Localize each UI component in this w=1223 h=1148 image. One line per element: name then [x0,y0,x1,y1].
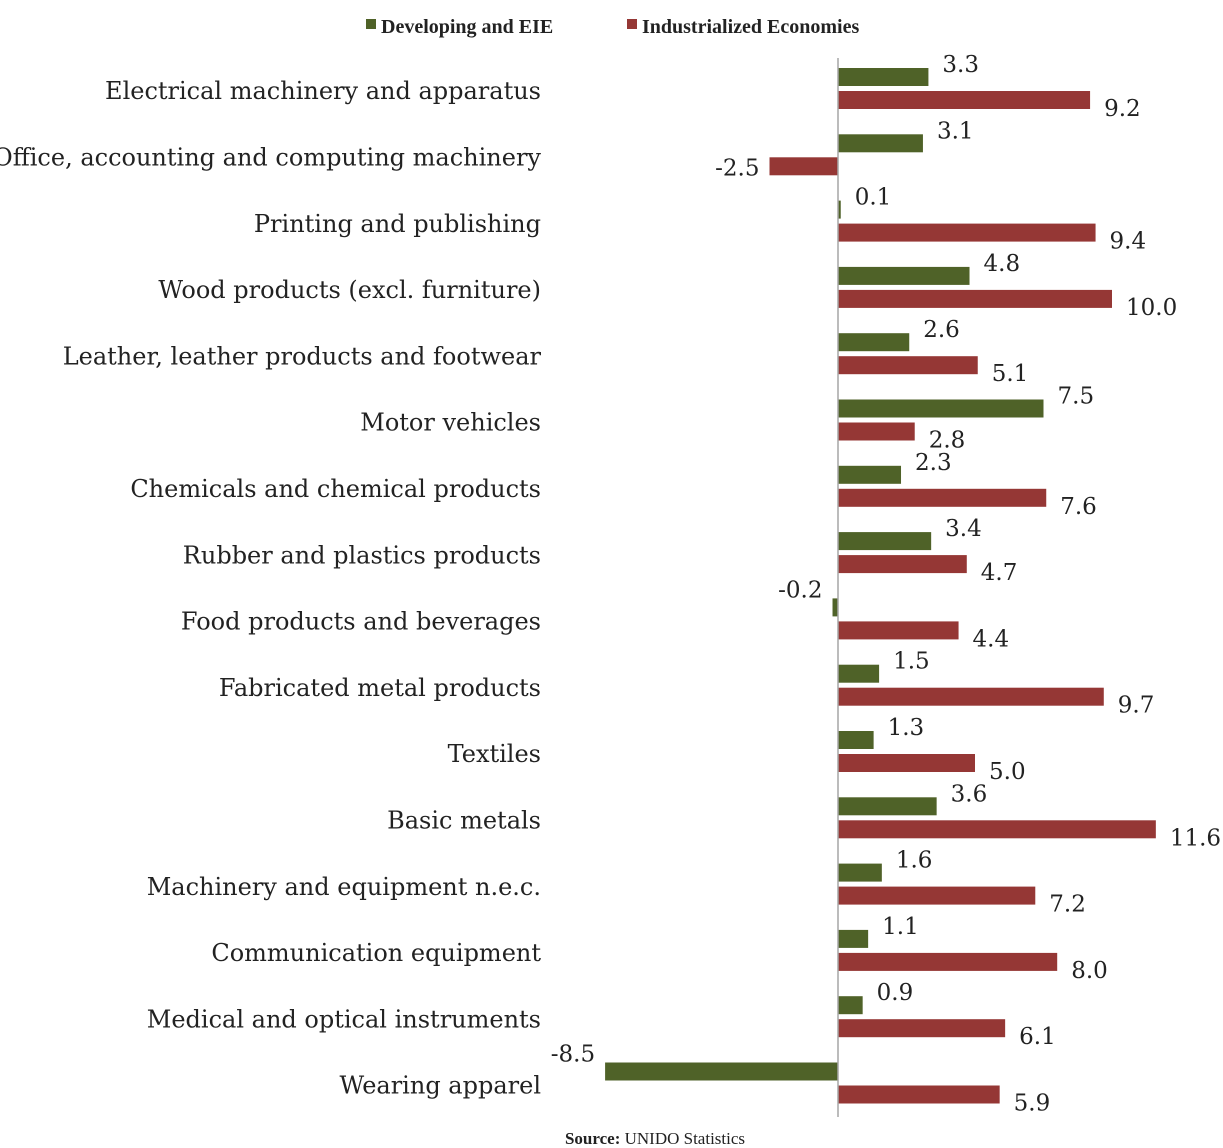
bar-developing [838,532,932,551]
data-label: 5.1 [992,361,1029,387]
bar-developing [838,333,910,352]
bar-developing [838,134,923,153]
bar-industrialized [838,886,1036,905]
bar-industrialized [769,157,838,176]
data-label: 10.0 [1126,295,1177,321]
data-label: 9.2 [1104,96,1141,122]
category-label: Fabricated metal products [219,674,541,702]
data-label: 7.2 [1049,892,1086,918]
bar-developing [838,465,902,484]
data-label: -8.5 [551,1042,595,1068]
bar-developing [838,797,937,816]
legend: Developing and EIE Industrialized Econom… [366,16,859,38]
bar-developing [838,996,863,1015]
bar-industrialized [838,754,975,772]
category-label: Wearing apparel [339,1072,541,1100]
data-label: 1.6 [896,848,933,874]
legend-swatch-developing [366,19,376,29]
bar-industrialized [838,621,959,640]
category-label: Office, accounting and computing machine… [0,143,541,171]
bar-industrialized [838,91,1091,109]
data-label: 7.5 [1058,384,1095,410]
bar-developing [838,863,882,882]
source-prefix: Source: [565,1129,625,1148]
category-label: Food products and beverages [181,608,541,636]
category-label: Chemicals and chemical products [130,475,541,503]
category-label: Medical and optical instruments [147,1005,541,1033]
data-label: 2.6 [923,317,960,343]
data-label: 3.1 [937,118,974,144]
bar-industrialized [838,223,1096,242]
category-label: Electrical machinery and apparatus [105,77,541,105]
data-label: 1.1 [882,914,919,940]
category-label: Machinery and equipment n.e.c. [147,873,541,901]
category-label: Motor vehicles [360,409,541,437]
bar-developing [838,399,1044,418]
bar-industrialized [838,488,1047,507]
data-label: 0.9 [877,980,914,1006]
data-label: 5.9 [1014,1091,1051,1117]
bar-developing [832,598,838,617]
bar-industrialized [838,356,978,375]
legend-swatch-industrialized [627,19,637,29]
data-label: 3.3 [942,52,979,78]
category-label: Basic metals [387,806,541,834]
data-label: -0.2 [778,577,822,603]
bar-developing [838,200,841,219]
bar-industrialized [838,289,1112,308]
data-label: 1.5 [893,649,930,675]
legend-label-developing: Developing and EIE [381,16,553,38]
legend-label-industrialized: Industrialized Economies [642,16,859,38]
category-label: Communication equipment [211,939,541,967]
data-label: 6.1 [1019,1024,1056,1050]
bar-industrialized [838,1019,1006,1038]
bar-developing [838,664,880,683]
data-label: 1.3 [888,715,925,741]
plot-area: Electrical machinery and apparatus 3.3 9.2… [0,52,1221,1117]
data-label: 3.4 [945,516,982,542]
bar-industrialized [838,687,1104,706]
category-label: Rubber and plastics products [183,541,541,569]
bar-developing [838,266,970,285]
source-text: UNIDO Statistics [625,1129,745,1148]
category-label: Printing and publishing [254,210,541,238]
data-label: 7.6 [1060,494,1097,520]
category-label: Wood products (excl. furniture) [158,276,541,304]
category-label: Leather, leather products and footwear [63,342,542,370]
data-label: 2.8 [929,428,966,454]
data-label: -2.5 [715,155,759,181]
data-label: 4.4 [973,626,1010,652]
data-label: 4.8 [984,251,1021,277]
bar-industrialized [838,1085,1000,1104]
data-label: 5.0 [989,759,1026,785]
data-label: 0.1 [855,185,892,211]
bar-industrialized [838,422,915,441]
data-label: 9.4 [1110,229,1147,255]
data-label: 4.7 [981,560,1018,586]
bar-developing [838,68,929,86]
bar-industrialized [838,820,1156,839]
data-label: 8.0 [1071,958,1108,984]
bar-developing [838,929,869,948]
data-label: 11.6 [1170,825,1221,851]
bar-developing [838,731,874,749]
bar-industrialized [838,555,967,574]
category-label: Textiles [448,740,541,768]
source-note: Source: UNIDO Statistics [565,1129,745,1148]
data-label: 9.7 [1118,693,1155,719]
bar-industrialized [838,952,1058,971]
bar-developing [605,1062,838,1081]
data-label: 2.3 [915,450,952,476]
data-label: 3.6 [951,781,988,807]
